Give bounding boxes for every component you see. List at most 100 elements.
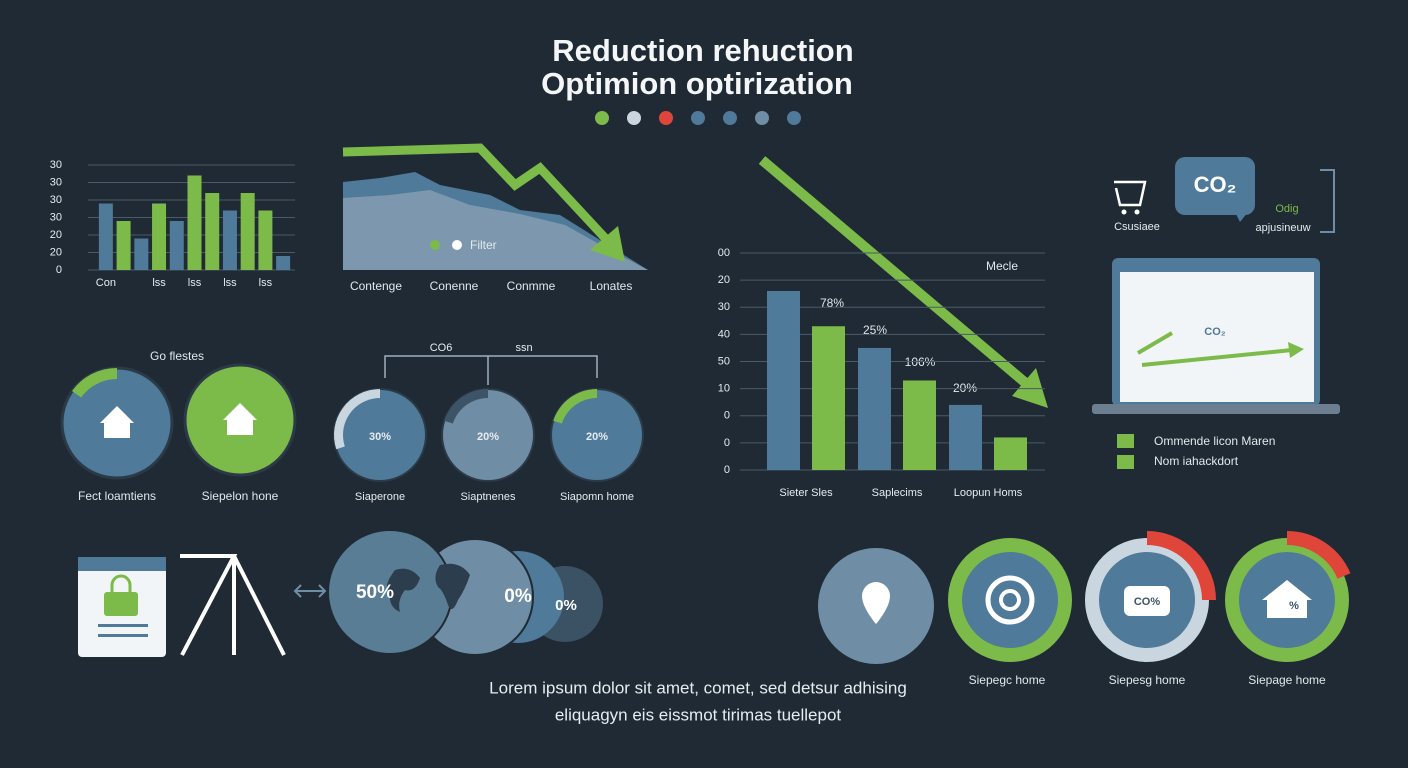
house-icon bbox=[1262, 580, 1312, 618]
dot bbox=[723, 111, 737, 125]
globe-label: 0% bbox=[504, 586, 532, 607]
bar bbox=[994, 437, 1027, 470]
dot bbox=[659, 111, 673, 125]
x-tick-label: Con bbox=[96, 277, 116, 289]
bubble bbox=[1175, 157, 1255, 215]
ring-label: Siepesg home bbox=[1109, 673, 1186, 687]
title: Reduction rehuction bbox=[552, 33, 853, 68]
arrow-head bbox=[590, 226, 625, 262]
wheel bbox=[1121, 209, 1127, 215]
ring bbox=[948, 538, 1072, 662]
ring-arc bbox=[1286, 531, 1351, 579]
y-tick-label: 0 bbox=[724, 410, 730, 422]
legend-swatch bbox=[1117, 455, 1134, 469]
y-tick-label: 30 bbox=[50, 211, 62, 223]
x-tick-label: Sieter Sles bbox=[779, 487, 833, 499]
trend-arrow bbox=[342, 143, 609, 242]
y-tick-label: 10 bbox=[718, 383, 730, 395]
y-tick-label: 30 bbox=[50, 176, 62, 188]
continent bbox=[435, 563, 470, 609]
globe-label: 0% bbox=[555, 597, 577, 614]
legend-dot bbox=[452, 240, 462, 250]
dot bbox=[627, 111, 641, 125]
bar bbox=[812, 326, 845, 470]
arrow-head bbox=[1012, 368, 1048, 408]
caption: Csusiaee bbox=[1114, 221, 1160, 233]
globe-label: 50% bbox=[356, 582, 394, 603]
circle-label: Siepelon hone bbox=[202, 489, 279, 503]
y-tick-label: 00 bbox=[718, 247, 730, 259]
y-tick-label: 50 bbox=[718, 355, 730, 367]
bar bbox=[134, 238, 149, 270]
pie-hole bbox=[343, 398, 417, 472]
lock bbox=[104, 592, 138, 616]
bar bbox=[222, 210, 237, 270]
bracket bbox=[384, 355, 598, 378]
y-tick-label: 40 bbox=[718, 328, 730, 340]
wheel bbox=[1134, 209, 1140, 215]
bar bbox=[258, 210, 273, 270]
legend-label: Nom iahackdort bbox=[1154, 454, 1239, 468]
pie-hole bbox=[451, 398, 525, 472]
house-icon bbox=[223, 403, 257, 435]
x-tick-label: Saplecims bbox=[872, 487, 923, 499]
lock-shackle bbox=[110, 574, 132, 592]
x-tick-label: lss bbox=[188, 277, 202, 289]
house-icon bbox=[100, 406, 134, 438]
target-icon bbox=[999, 589, 1021, 611]
x-tick-label: lss bbox=[152, 277, 166, 289]
arrow-head bbox=[318, 584, 327, 598]
bracket-label: ssn bbox=[515, 342, 532, 354]
bar bbox=[152, 203, 167, 270]
x-label: Contenge bbox=[350, 279, 402, 293]
arrow-head bbox=[1288, 342, 1304, 358]
callout: 78% bbox=[820, 296, 844, 310]
bracket-label: CO6 bbox=[430, 342, 453, 354]
dots bbox=[595, 111, 801, 125]
icon-label: CO% bbox=[1134, 596, 1161, 608]
arrow-head bbox=[293, 584, 302, 598]
target-icon bbox=[985, 575, 1035, 625]
callout: 25% bbox=[863, 323, 887, 337]
callout: 106% bbox=[905, 355, 936, 369]
screen-arrow bbox=[1136, 331, 1174, 355]
area-front bbox=[343, 190, 648, 270]
bar bbox=[187, 175, 202, 270]
subtitle: Optimion optirization bbox=[541, 66, 853, 101]
heading: Go flestes bbox=[150, 349, 204, 363]
value-label: 20% bbox=[586, 431, 608, 443]
ring-label: Siepage home bbox=[1248, 673, 1326, 687]
pie-label: Siaperone bbox=[355, 491, 405, 503]
bar bbox=[903, 380, 936, 470]
ring-label: Siepegc home bbox=[969, 673, 1046, 687]
trend-arrow bbox=[758, 156, 1032, 389]
cart bbox=[1114, 180, 1147, 207]
dot bbox=[787, 111, 801, 125]
bar bbox=[276, 256, 291, 270]
bar bbox=[767, 290, 800, 470]
legend-label: Ommende licon Maren bbox=[1154, 434, 1275, 448]
value-label: 20% bbox=[477, 431, 499, 443]
x-tick-label: lss bbox=[223, 277, 237, 289]
dot bbox=[755, 111, 769, 125]
bar bbox=[949, 404, 982, 470]
y-tick-label: 30 bbox=[50, 194, 62, 206]
x-tick-label: lss bbox=[259, 277, 273, 289]
tripod-leg bbox=[232, 555, 286, 656]
circle-label: Fect loamtiens bbox=[78, 489, 156, 503]
icon-label: % bbox=[1289, 600, 1299, 612]
pie-label: Siaptnenes bbox=[460, 491, 516, 503]
footer-line: eliquagyn eis eissmot tirimas tuellepot bbox=[555, 705, 842, 724]
continent bbox=[386, 568, 420, 612]
bar bbox=[240, 193, 255, 270]
laptop-base bbox=[1092, 404, 1340, 414]
bar bbox=[116, 221, 131, 270]
laptop-text: CO₂ bbox=[1204, 326, 1226, 338]
y-tick-label: 30 bbox=[50, 159, 62, 171]
x-label: Lonates bbox=[590, 279, 633, 293]
doc-line bbox=[98, 624, 148, 627]
cart-icon bbox=[1114, 180, 1147, 215]
y-tick-label: 30 bbox=[718, 301, 730, 313]
bar bbox=[98, 203, 113, 270]
